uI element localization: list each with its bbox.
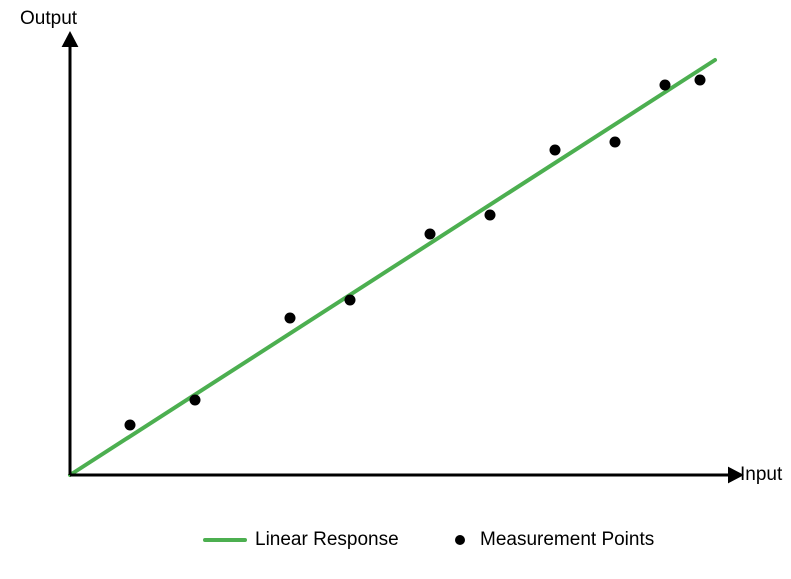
data-point [345,295,356,306]
data-point [550,145,561,156]
chart-svg: Output Input Linear Response Measurement Po… [0,0,791,579]
legend-point-label: Measurement Points [480,529,654,550]
legend-point-swatch [455,535,465,545]
data-point [190,395,201,406]
chart-container: Output Input Linear Response Measurement Po… [0,0,791,579]
legend-line-label: Linear Response [255,529,399,550]
data-point [425,229,436,240]
data-point [125,420,136,431]
data-point [695,75,706,86]
data-point [285,313,296,324]
data-point [660,80,671,91]
y-axis-label: Output [20,8,78,29]
data-point [485,210,496,221]
x-axis-label: Input [740,464,783,485]
data-point [610,137,621,148]
